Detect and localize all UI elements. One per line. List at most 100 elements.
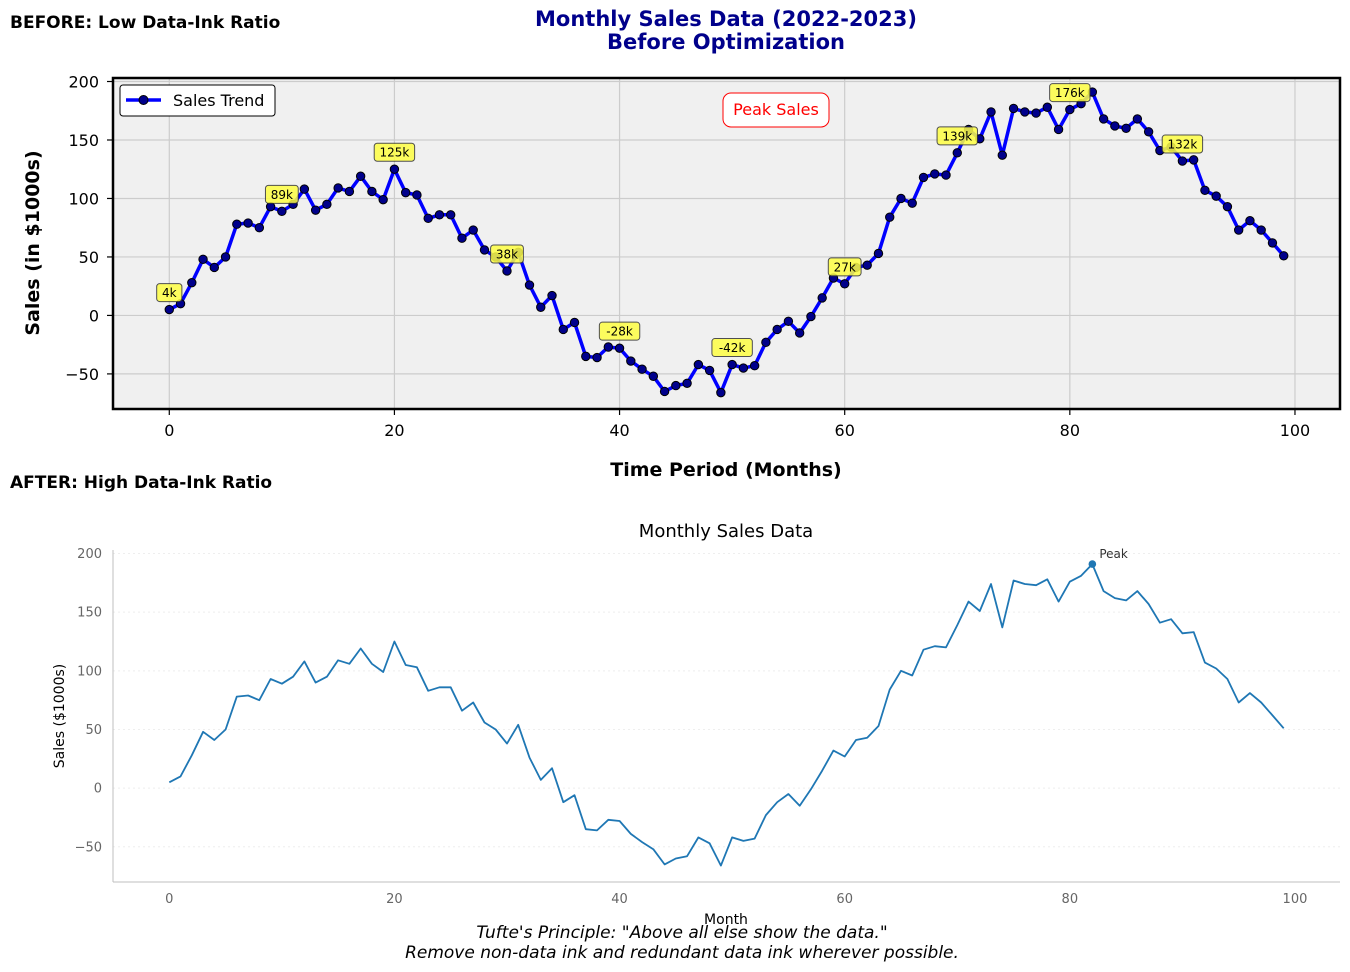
before-x-axis-label: Time Period (Months) [610,459,842,481]
before-y-tick-label: 50 [79,248,99,267]
before-label: BEFORE: Low Data-Ink Ratio [10,13,280,33]
before-data-point [1132,114,1143,124]
before-data-point [1110,121,1120,131]
legend-entry-sales-trend: Sales Trend [173,91,264,110]
before-data-point [1098,114,1109,124]
before-data-point [1053,124,1064,135]
before-data-point [997,150,1007,160]
legend-marker-swatch [138,95,149,105]
before-data-label: 139k [942,129,972,143]
before-data-point [682,378,692,388]
before-grid [113,78,1340,409]
before-data-point [389,164,400,174]
before-sales-line [168,90,1286,395]
before-data-point [423,213,433,224]
before-data-point [243,218,253,228]
before-data-label: 176k [1055,86,1085,100]
before-y-tick-label: 200 [68,73,99,92]
before-data-point [299,184,310,194]
before-data-label: -28k [606,325,633,339]
before-data-label-box [264,184,299,204]
before-data-point [254,223,265,233]
before-data-point [209,262,220,273]
before-data-point [592,352,602,363]
after-y-tick-label: 150 [77,606,102,621]
after-series-line [168,563,1285,867]
before-data-point [367,186,377,197]
before-axis-ticks: 0 20 40 60 80 100 −50 0 50 100 150 200 [65,73,1310,440]
after-y-tick-label: 100 [77,664,102,679]
before-data-point [569,317,580,328]
after-y-tick-label: 200 [77,547,102,562]
after-x-tick-label: 60 [836,892,853,907]
before-data-label-box [936,126,978,146]
before-data-point [581,351,591,362]
before-data-point [1020,107,1030,117]
before-x-tick-label: 60 [835,421,855,440]
before-data-point [1188,155,1199,165]
before-x-tick-label: 20 [384,421,404,440]
after-chart-title: Monthly Sales Data [639,521,813,542]
before-data-point [817,293,827,303]
before-data-point [761,337,771,348]
before-data-point [637,364,647,374]
before-data-point [536,302,546,312]
before-x-tick-label: 80 [1060,421,1080,440]
before-data-label-box [711,338,753,358]
before-data-point [446,210,456,220]
before-data-point [400,187,411,198]
before-data-point [468,225,478,235]
before-data-point [941,170,951,180]
before-data-point [479,245,490,255]
before-data-point [626,356,636,366]
before-data-point [704,365,715,376]
before-data-point [794,328,805,338]
legend-frame [119,84,276,117]
before-chart-title: Monthly Sales Data (2022-2023) [535,7,917,31]
after-y-tick-label: −50 [75,840,102,855]
after-grid [113,553,1340,848]
before-data-point [1008,103,1019,114]
before-data-label: -42k [719,341,746,355]
after-y-tick-label: 50 [85,723,102,738]
before-data-point [502,266,512,276]
before-data-point [952,148,962,158]
before-data-point [1211,191,1221,201]
after-peak-point [1088,560,1097,568]
before-x-tick-label: 0 [164,421,174,440]
before-data-label: 125k [379,146,409,160]
before-y-tick-label: 150 [68,131,99,150]
before-x-tick-label: 40 [609,421,629,440]
before-data-point [434,210,445,220]
after-x-tick-label: 0 [165,892,173,907]
before-data-point [907,198,917,208]
before-data-point [1177,156,1188,166]
before-data-point [198,254,208,264]
before-data-point [457,233,467,243]
after-sales-line [168,563,1285,867]
before-data-point [839,279,850,289]
before-data-point [659,386,670,397]
before-data-label-box [156,283,183,303]
before-chart-subtitle: Before Optimization [607,30,845,54]
before-y-tick-label: −50 [65,365,99,384]
before-data-label-box [1049,83,1091,103]
before-data-point [333,183,343,193]
before-data-point [806,311,816,322]
before-data-label-box [598,321,641,341]
before-data-point [220,252,231,262]
peak-sales-box [722,92,830,128]
before-data-point [727,359,737,370]
footer-line-1: Tufte's Principle: "Above all else show … [476,923,887,943]
before-data-label-box [373,142,416,162]
after-y-axis-label: Sales ($1000s) [52,664,68,768]
before-x-tick-label: 100 [1280,421,1311,440]
before-data-point [1031,108,1041,118]
before-data-point [648,371,659,381]
before-data-point [164,304,174,315]
before-data-point [885,212,895,222]
after-axis-ticks: −50 0 50 100 150 200 0 20 40 60 80 100 [75,547,1308,907]
before-data-point [1042,102,1053,112]
after-label: AFTER: High Data-Ink Ratio [10,473,272,493]
